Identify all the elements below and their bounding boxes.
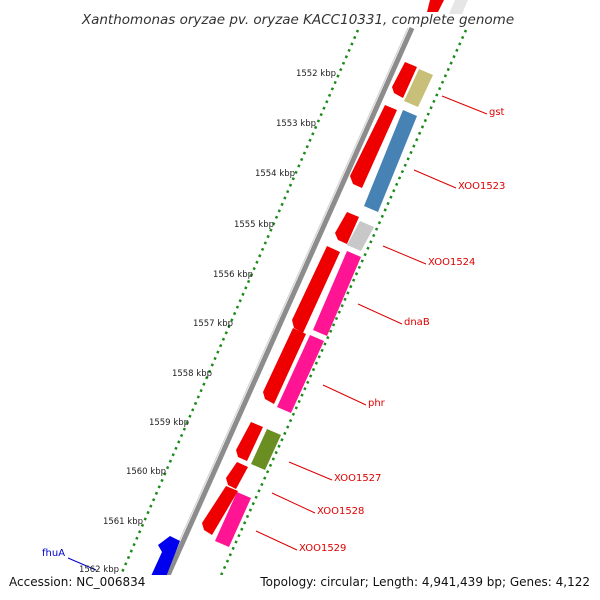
kbp-tick-label: 1555 kbp — [234, 220, 274, 230]
forward-gene — [292, 246, 340, 333]
kbp-tick-label: 1556 kbp — [213, 270, 253, 280]
gene-xoo1529[interactable] — [215, 492, 251, 547]
map-title: Xanthomonas oryzae pv. oryzae KACC10331,… — [81, 12, 514, 28]
genome-backbone — [165, 26, 415, 575]
partial-forward-gene — [427, 0, 444, 12]
gene-phr[interactable] — [277, 335, 324, 413]
gene-gst[interactable] — [404, 69, 433, 107]
forward-gene — [263, 328, 306, 404]
gene-label-xoo1524[interactable]: XOO1524 — [428, 257, 475, 268]
inner-tick-ring — [119, 29, 360, 575]
gene-dnab[interactable] — [313, 251, 361, 336]
kbp-tick-label: 1554 kbp — [255, 169, 295, 179]
fhua-connector — [67, 557, 97, 571]
kbp-tick-label: 1558 kbp — [172, 369, 212, 379]
kbp-tick-label: 1561 kbp — [103, 517, 143, 527]
gene-leader-line — [382, 245, 427, 265]
gene-leader-line — [357, 303, 403, 325]
topology-text: Topology: circular; Length: 4,941,439 bp… — [259, 575, 590, 589]
gene-leader-line — [441, 95, 488, 115]
forward-gene — [226, 462, 248, 489]
forward-gene — [202, 486, 238, 535]
kbp-tick-label: 1552 kbp — [296, 69, 336, 79]
gene-leader-line — [322, 384, 367, 406]
kbp-tick-label: 1562 kbp — [79, 565, 119, 575]
gene-labels: gst XOO1523 XOO1524 dnaB phr XOO1527 XOO1528 XO… — [255, 95, 505, 554]
gene-label-xoo1529[interactable]: XOO1529 — [299, 543, 346, 554]
gene-xoo1524[interactable] — [347, 221, 374, 251]
kbp-tick-label: 1553 kbp — [276, 119, 316, 129]
kbp-tick-label: 1560 kbp — [126, 467, 166, 477]
gene-label-gst[interactable]: gst — [489, 107, 505, 118]
gene-leader-line — [255, 530, 298, 551]
gene-label-xoo1528[interactable]: XOO1528 — [317, 506, 364, 517]
forward-gene — [335, 212, 359, 244]
partial-feature — [449, 0, 468, 14]
gene-label-fhua[interactable]: fhuA — [42, 548, 65, 559]
kbp-tick-label: 1557 kbp — [193, 319, 233, 329]
gene-leader-line — [271, 492, 316, 514]
accession-text: Accession: NC_006834 — [9, 575, 145, 589]
gene-leader-line — [413, 169, 457, 189]
gene-label-dnab[interactable]: dnaB — [404, 317, 430, 328]
gene-label-xoo1523[interactable]: XOO1523 — [458, 181, 505, 192]
forward-gene — [392, 62, 417, 98]
genome-backbone-highlight — [163, 27, 409, 575]
gene-leader-line — [288, 461, 333, 481]
gene-xoo1527[interactable] — [251, 429, 281, 470]
gene-label-xoo1527[interactable]: XOO1527 — [334, 473, 381, 484]
gene-label-phr[interactable]: phr — [368, 398, 386, 409]
forward-strand-genes — [202, 62, 417, 535]
gene-fhua[interactable] — [140, 536, 180, 600]
forward-gene — [236, 422, 263, 461]
kbp-tick-label: 1559 kbp — [149, 418, 189, 428]
forward-gene — [350, 105, 397, 188]
kbp-tick-labels: 1552 kbp 1553 kbp 1554 kbp 1555 kbp 1556 kbp… — [79, 69, 336, 575]
gene-xoo1523[interactable] — [364, 110, 417, 212]
